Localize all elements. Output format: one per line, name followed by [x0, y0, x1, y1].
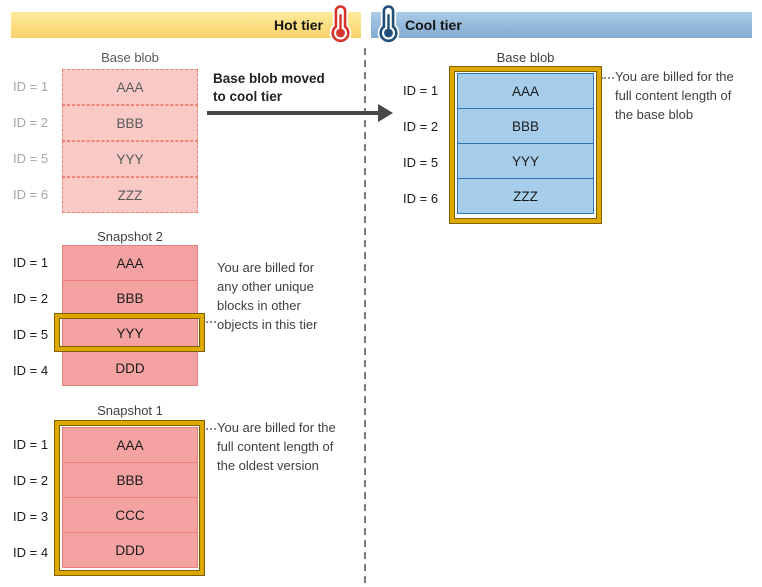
hot-thermometer-icon [329, 5, 352, 44]
cool-base-blob-note: You are billed for the full content leng… [615, 67, 734, 124]
block-id: ID = 5 [403, 155, 439, 170]
note-line: You are billed for the [615, 69, 734, 84]
hot-base-blob-stack: AAA BBB YYY ZZZ [62, 69, 198, 213]
cool-thermometer-icon [377, 5, 400, 44]
snapshot2-stack: AAA BBB YYY DDD [62, 245, 198, 386]
block-id: ID = 3 [13, 509, 49, 524]
hot-base-blob-id-column: ID = 1 ID = 2 ID = 5 ID = 6 [13, 69, 63, 213]
block-id: ID = 2 [13, 291, 49, 306]
tier-separator-dashed-line [364, 48, 366, 587]
snapshot2-title: Snapshot 2 [97, 229, 163, 244]
note-line: You are billed for [217, 260, 315, 275]
cool-tier-label: Cool tier [405, 17, 462, 33]
block-row: YYY [62, 315, 198, 351]
block-id: ID = 1 [13, 79, 49, 94]
block-row: DDD [62, 350, 198, 386]
cool-base-blob-id-column: ID = 1 ID = 2 ID = 5 ID = 6 [403, 73, 453, 217]
transfer-label-line1: Base blob moved [213, 71, 325, 86]
transfer-label: Base blob moved to cool tier [213, 70, 325, 105]
hot-tier-banner: Hot tier [11, 12, 361, 38]
block-row: YYY [457, 143, 594, 179]
hot-base-blob-title: Base blob [101, 50, 159, 65]
block-id: ID = 5 [13, 327, 49, 342]
cool-tier-banner: Cool tier [371, 12, 752, 38]
snapshot1-title: Snapshot 1 [97, 403, 163, 418]
snapshot1-note-leader [203, 428, 216, 430]
block-row: DDD [62, 532, 198, 568]
snapshot1-id-column: ID = 1 ID = 2 ID = 3 ID = 4 [13, 427, 63, 571]
snapshot2-unique-block-highlight [55, 314, 204, 351]
cool-base-blob-title: Base blob [496, 50, 555, 65]
transfer-arrow-head [378, 104, 393, 122]
snapshot1-oldest-version-highlight [55, 421, 204, 575]
cool-base-blob-note-leader [601, 77, 614, 79]
block-row: YYY [62, 141, 198, 177]
block-id: ID = 1 [13, 255, 49, 270]
block-id: ID = 4 [13, 545, 49, 560]
transfer-arrow-line [207, 111, 379, 115]
block-id: ID = 6 [13, 187, 49, 202]
block-row: ZZZ [62, 177, 198, 213]
cool-base-blob-highlight [450, 67, 601, 223]
block-row: BBB [62, 105, 198, 141]
block-id: ID = 2 [13, 115, 49, 130]
block-row: ZZZ [457, 178, 594, 214]
block-row: BBB [62, 280, 198, 316]
block-id: ID = 5 [13, 151, 49, 166]
block-id: ID = 2 [13, 473, 49, 488]
note-line: any other unique [217, 279, 314, 294]
block-row: AAA [457, 73, 594, 109]
note-line: full content length of [615, 88, 732, 103]
note-line: You are billed for the [217, 420, 336, 435]
hot-tier-label: Hot tier [274, 17, 323, 33]
note-line: blocks in other [217, 298, 301, 313]
block-row: AAA [62, 245, 198, 281]
note-line: the oldest version [217, 458, 319, 473]
snapshot1-note: You are billed for the full content leng… [217, 418, 336, 475]
block-id: ID = 4 [13, 363, 49, 378]
note-line: the base blob [615, 107, 694, 122]
block-id: ID = 2 [403, 119, 439, 134]
transfer-label-line2: to cool tier [213, 88, 283, 104]
block-id: ID = 1 [13, 437, 49, 452]
snapshot2-id-column: ID = 1 ID = 2 ID = 5 ID = 4 [13, 245, 63, 389]
snapshot2-note: You are billed for any other unique bloc… [217, 258, 317, 334]
block-id: ID = 1 [403, 83, 439, 98]
note-line: objects in this tier [217, 317, 318, 332]
snapshot1-stack: AAA BBB CCC DDD [62, 427, 198, 568]
block-row: AAA [62, 69, 198, 105]
snapshot2-note-leader [203, 321, 216, 323]
note-line: full content length of [217, 439, 334, 454]
cool-base-blob-stack: AAA BBB YYY ZZZ [457, 73, 594, 214]
block-id: ID = 6 [403, 191, 439, 206]
